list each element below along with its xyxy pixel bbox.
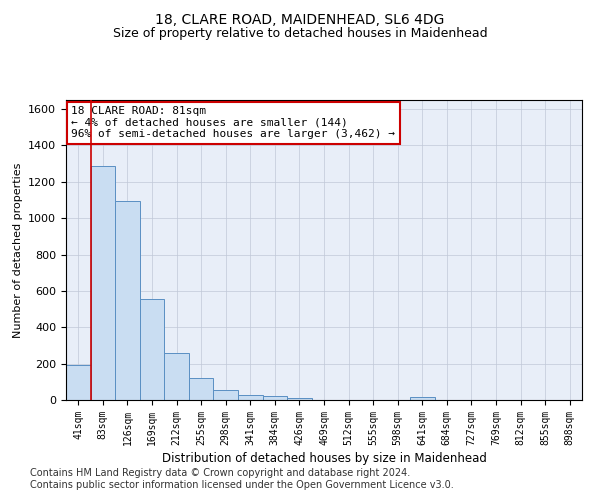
Bar (140, 299, 164, 400)
Text: Contains public sector information licensed under the Open Government Licence v3: Contains public sector information licen… (30, 480, 454, 490)
Bar (66, 364, 91, 400)
Text: 18, CLARE ROAD, MAIDENHEAD, SL6 4DG: 18, CLARE ROAD, MAIDENHEAD, SL6 4DG (155, 12, 445, 26)
Bar (263, 396, 287, 400)
Y-axis label: Number of detached properties: Number of detached properties (13, 162, 23, 338)
Bar (164, 352, 189, 400)
Bar (410, 398, 434, 400)
Text: Size of property relative to detached houses in Maidenhead: Size of property relative to detached ho… (113, 28, 487, 40)
Bar (214, 390, 238, 400)
X-axis label: Distribution of detached houses by size in Maidenhead: Distribution of detached houses by size … (161, 452, 487, 465)
Bar (91, 166, 115, 400)
Text: 18 CLARE ROAD: 81sqm
← 4% of detached houses are smaller (144)
96% of semi-detac: 18 CLARE ROAD: 81sqm ← 4% of detached ho… (71, 106, 395, 139)
Text: Contains HM Land Registry data © Crown copyright and database right 2024.: Contains HM Land Registry data © Crown c… (30, 468, 410, 477)
Bar (115, 201, 140, 400)
Bar (287, 398, 312, 400)
Bar (238, 394, 263, 400)
Bar (189, 378, 214, 400)
